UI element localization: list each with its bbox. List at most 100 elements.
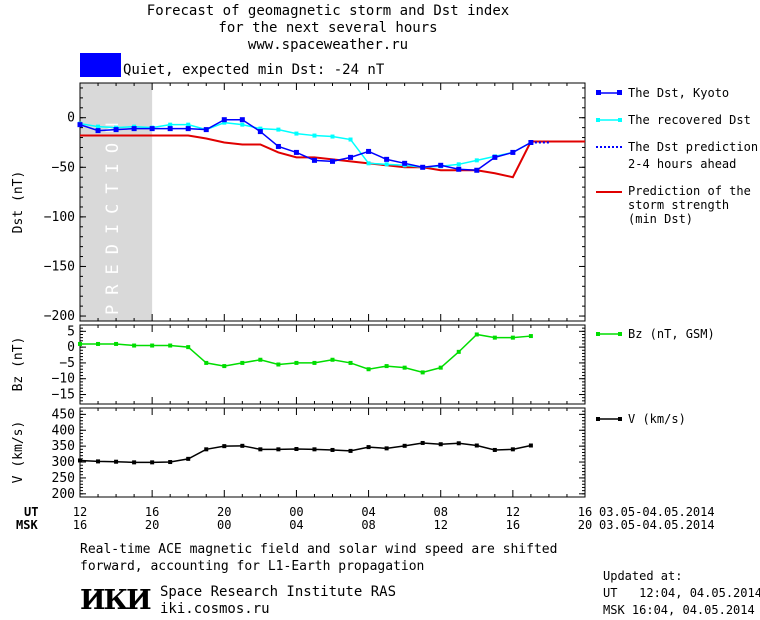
dst-recovered-point — [366, 161, 371, 166]
v-point — [366, 445, 371, 450]
dst-recovered-point — [186, 122, 191, 127]
v-point — [186, 456, 191, 461]
chart-title-line2: for the next several hours — [218, 20, 438, 36]
legend-marker-recovered — [596, 118, 600, 122]
msk-tick-label: 12 — [433, 518, 448, 532]
dst-recovered-point — [294, 131, 299, 136]
legend-dst-kyoto: The Dst, Kyoto — [628, 86, 729, 100]
chart-title-line1: Forecast of geomagnetic storm and Dst in… — [146, 3, 510, 19]
dst-recovered-line — [79, 121, 532, 169]
legend-marker-dst-kyoto-2 — [617, 90, 622, 95]
ytick-label-bz: 5 — [67, 324, 75, 339]
ylabel-dst: Dst (nT) — [11, 171, 26, 234]
dst-kyoto-point — [185, 126, 191, 132]
ylabel-v: V (km/s) — [11, 421, 26, 484]
bz-point — [276, 362, 281, 367]
v-point — [204, 447, 209, 452]
v-point — [312, 447, 317, 452]
bz-point — [384, 364, 389, 369]
v-point — [384, 446, 389, 451]
dst-recovered-point — [96, 124, 101, 129]
ut-tick-label: 16 — [577, 505, 593, 519]
dst-kyoto-point — [474, 167, 480, 173]
bz-point — [366, 367, 371, 372]
v-point — [222, 444, 227, 449]
dst-kyoto-point — [402, 160, 408, 166]
v-point — [510, 447, 515, 452]
iki-logo: ИКИ — [80, 585, 152, 616]
dst-kyoto-point — [149, 126, 155, 132]
bz-point — [168, 343, 173, 348]
ut-tick-label: 04 — [361, 505, 376, 519]
legend-marker-recovered-2 — [618, 118, 622, 122]
legend-recovered: The recovered Dst — [628, 113, 751, 127]
legend-prediction-line2: 2-4 hours ahead — [628, 157, 736, 171]
dst-kyoto-point — [456, 166, 462, 172]
dst-kyoto-point — [203, 127, 209, 133]
ytick-label-v: 250 — [52, 471, 75, 486]
updated-label: Updated at: — [603, 569, 683, 583]
dst-kyoto-point — [510, 149, 516, 155]
ytick-label-dst: −150 — [44, 259, 75, 274]
v-point — [348, 448, 353, 453]
legend-marker-bz-2 — [618, 332, 622, 336]
msk-date-range: 03.05-04.05.2014 — [599, 518, 715, 532]
bz-point — [492, 335, 497, 340]
v-point — [168, 460, 173, 465]
legend-storm-line1: Prediction of the — [628, 184, 751, 198]
legend-marker-dst-kyoto — [596, 90, 601, 95]
ut-tick-label: 00 — [289, 505, 304, 519]
storm-strength-line — [80, 134, 585, 179]
bz-point — [402, 365, 407, 370]
bz-point — [96, 341, 101, 346]
legend-v: V (km/s) — [628, 412, 686, 426]
dst-recovered-point — [330, 134, 335, 139]
ytick-label-bz: −15 — [52, 388, 75, 403]
msk-tick-label: 16 — [505, 518, 521, 532]
v-point — [528, 443, 533, 448]
ytick-label-v: 300 — [52, 455, 75, 470]
v-point — [276, 447, 281, 452]
v-point — [78, 458, 82, 463]
ut-tick-label: 12 — [505, 505, 521, 519]
ytick-label-v: 450 — [52, 407, 75, 422]
v-point — [474, 443, 479, 448]
status-text: Quiet, expected min Dst: -24 nT — [123, 62, 385, 78]
dst-kyoto-point — [221, 117, 227, 123]
ytick-label-bz: 0 — [67, 340, 75, 355]
v-point — [258, 447, 263, 452]
dst-kyoto-point — [131, 126, 137, 132]
bz-point — [150, 343, 155, 348]
bz-point — [114, 341, 119, 346]
legend-marker-bz — [596, 332, 600, 336]
panel-frame-dst — [79, 82, 586, 322]
status-color-swatch — [80, 53, 121, 77]
v-point — [132, 460, 137, 465]
ytick-label-dst: −100 — [44, 210, 75, 225]
chart-legend: The Dst, Kyoto The recovered Dst The Dst… — [596, 86, 758, 426]
dst-kyoto-point — [366, 148, 372, 154]
institute-name: Space Research Institute RAS — [160, 584, 397, 600]
ut-tick-label: 12 — [72, 505, 88, 519]
dst-kyoto-point — [77, 122, 83, 128]
v-point — [402, 443, 407, 448]
bz-point — [510, 335, 515, 340]
bz-point — [420, 370, 425, 375]
ut-axis-label: UT — [24, 505, 39, 519]
msk-axis-label: MSK — [16, 518, 38, 532]
dst-kyoto-point — [492, 154, 498, 160]
institute-site-link[interactable]: iki.cosmos.ru — [160, 601, 270, 617]
website-link[interactable]: www.spaceweather.ru — [247, 37, 409, 53]
dst-kyoto-point — [330, 158, 335, 164]
legend-storm-line3: (min Dst) — [628, 212, 693, 226]
msk-tick-row: 16 20 00 04 08 12 16 20 — [0, 518, 760, 532]
bz-point — [294, 360, 299, 365]
v-point — [114, 459, 119, 464]
dst-kyoto-point — [420, 164, 426, 170]
dst-kyoto-line — [79, 118, 532, 172]
v-point — [294, 447, 299, 452]
dst-kyoto-point — [113, 127, 119, 133]
ytick-label-bz: −10 — [52, 372, 75, 387]
prediction-band-label: PREDICTION — [103, 113, 123, 315]
ut-tick-label: 08 — [433, 505, 448, 519]
